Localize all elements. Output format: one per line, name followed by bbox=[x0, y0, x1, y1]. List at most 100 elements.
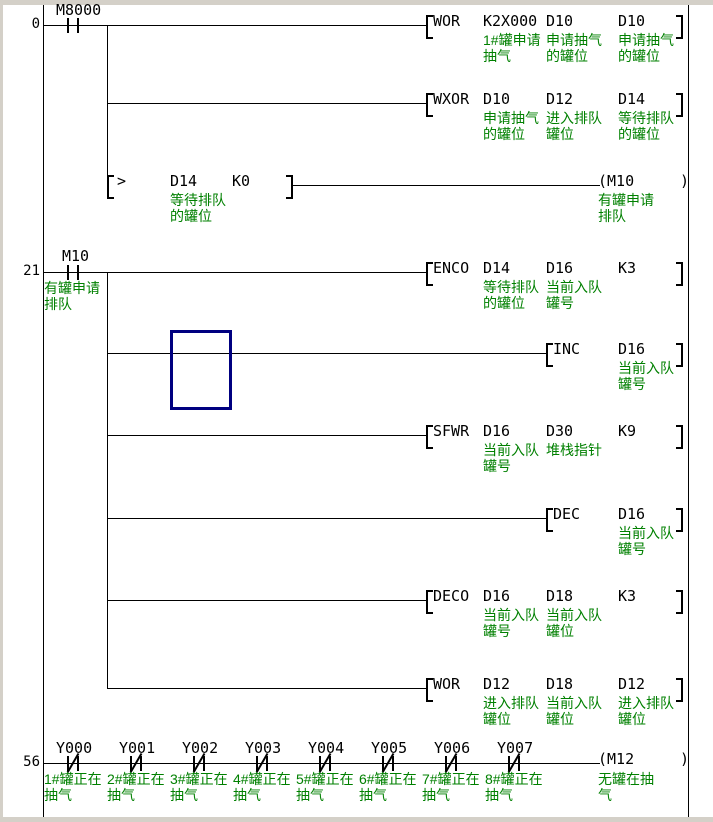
coil-m10-label[interactable]: (M10 bbox=[598, 172, 635, 190]
chrome-top-edge bbox=[0, 0, 713, 5]
instr-enco-param1[interactable]: D14 bbox=[483, 259, 511, 277]
compare-close-bracket bbox=[286, 175, 293, 199]
edit-cursor-box[interactable] bbox=[170, 330, 232, 410]
contact-bar bbox=[193, 756, 195, 771]
instr-deco-op[interactable]: DECO bbox=[433, 587, 470, 605]
instr-wxor-param3[interactable]: D14 bbox=[618, 90, 646, 108]
compare-param1[interactable]: D14 bbox=[170, 172, 198, 190]
instr-wor2-param2[interactable]: D18 bbox=[546, 675, 574, 693]
instr-wor1-param2[interactable]: D10 bbox=[546, 12, 574, 30]
contact-bar bbox=[455, 756, 457, 771]
instr-wor1-op[interactable]: WOR bbox=[433, 12, 461, 30]
instr-deco-param2[interactable]: D18 bbox=[546, 587, 574, 605]
contact-y002-label[interactable]: Y002 bbox=[182, 739, 219, 757]
contact-bar bbox=[67, 18, 69, 33]
instr-wxor-op[interactable]: WXOR bbox=[433, 90, 470, 108]
branch-wire bbox=[107, 25, 108, 176]
device-comment: 当前入队 罐号 bbox=[546, 279, 602, 311]
device-comment: 申请抽气 的罐位 bbox=[546, 32, 602, 64]
device-comment: 当前入队 罐号 bbox=[483, 607, 539, 639]
left-power-rail bbox=[43, 5, 44, 817]
device-comment: 1#罐正在 抽气 bbox=[44, 771, 102, 803]
instr-close-bracket bbox=[676, 343, 683, 367]
instr-sfwr-param3[interactable]: K9 bbox=[618, 422, 637, 440]
instr-close-bracket bbox=[676, 425, 683, 449]
instr-dec-op[interactable]: DEC bbox=[553, 505, 581, 523]
contact-bar bbox=[518, 756, 520, 771]
instr-close-bracket bbox=[676, 508, 683, 532]
contact-m8000-label[interactable]: M8000 bbox=[56, 1, 102, 19]
instr-inc-param1[interactable]: D16 bbox=[618, 340, 646, 358]
contact-bar bbox=[67, 265, 69, 280]
wire bbox=[107, 353, 546, 354]
instr-close-bracket bbox=[676, 15, 683, 39]
device-comment: 等待排队 的罐位 bbox=[170, 192, 226, 224]
device-comment: 等待排队 的罐位 bbox=[618, 110, 674, 142]
device-comment: 申请抽气 的罐位 bbox=[483, 110, 539, 142]
instr-deco-param1[interactable]: D16 bbox=[483, 587, 511, 605]
step-number-56: 56 bbox=[23, 754, 40, 770]
contact-y004-label[interactable]: Y004 bbox=[308, 739, 345, 757]
instr-sfwr-param2[interactable]: D30 bbox=[546, 422, 574, 440]
contact-y001-label[interactable]: Y001 bbox=[119, 739, 156, 757]
device-comment: 堆栈指针 bbox=[546, 442, 602, 458]
device-comment: 进入排队 罐位 bbox=[618, 695, 674, 727]
instr-close-bracket bbox=[676, 678, 683, 702]
instr-wxor-param2[interactable]: D12 bbox=[546, 90, 574, 108]
contact-y003-label[interactable]: Y003 bbox=[245, 739, 282, 757]
device-comment: 4#罐正在 抽气 bbox=[233, 771, 291, 803]
wire bbox=[107, 600, 426, 601]
contact-bar bbox=[130, 756, 132, 771]
compare-param2[interactable]: K0 bbox=[232, 172, 251, 190]
contact-bar bbox=[445, 756, 447, 771]
wire bbox=[107, 518, 546, 519]
contact-bar bbox=[77, 265, 79, 280]
device-comment: 当前入队 罐号 bbox=[618, 525, 674, 557]
device-comment: 2#罐正在 抽气 bbox=[107, 771, 165, 803]
chrome-bottom-edge bbox=[0, 817, 713, 822]
contact-y000-label[interactable]: Y000 bbox=[56, 739, 93, 757]
device-comment: 当前入队 罐位 bbox=[546, 607, 602, 639]
instr-wor2-param3[interactable]: D12 bbox=[618, 675, 646, 693]
contact-y007-label[interactable]: Y007 bbox=[497, 739, 534, 757]
contact-y005-label[interactable]: Y005 bbox=[371, 739, 408, 757]
coil-m12-close: ) bbox=[680, 750, 690, 768]
contact-bar bbox=[392, 756, 394, 771]
instr-wor2-op[interactable]: WOR bbox=[433, 675, 461, 693]
instr-open-bracket bbox=[426, 15, 433, 39]
instr-deco-param3[interactable]: K3 bbox=[618, 587, 637, 605]
contact-y006-label[interactable]: Y006 bbox=[434, 739, 471, 757]
instr-close-bracket bbox=[676, 93, 683, 117]
instr-wxor-param1[interactable]: D10 bbox=[483, 90, 511, 108]
contact-bar bbox=[67, 756, 69, 771]
instr-sfwr-param1[interactable]: D16 bbox=[483, 422, 511, 440]
contact-bar bbox=[77, 756, 79, 771]
instr-open-bracket bbox=[426, 678, 433, 702]
instr-enco-op[interactable]: ENCO bbox=[433, 259, 470, 277]
device-comment: 有罐申请 排队 bbox=[598, 192, 654, 224]
chrome-left-edge bbox=[0, 0, 3, 822]
instr-wor1-param1[interactable]: K2X000 bbox=[483, 12, 538, 30]
instr-sfwr-op[interactable]: SFWR bbox=[433, 422, 470, 440]
compare-op[interactable]: > bbox=[117, 172, 127, 190]
device-comment: 进入排队 罐位 bbox=[483, 695, 539, 727]
contact-m10-label[interactable]: M10 bbox=[62, 247, 90, 265]
device-comment: 5#罐正在 抽气 bbox=[296, 771, 354, 803]
instr-open-bracket bbox=[426, 590, 433, 614]
instr-wor1-param3[interactable]: D10 bbox=[618, 12, 646, 30]
contact-bar bbox=[77, 18, 79, 33]
instr-enco-param3[interactable]: K3 bbox=[618, 259, 637, 277]
instr-inc-op[interactable]: INC bbox=[553, 340, 581, 358]
instr-wor2-param1[interactable]: D12 bbox=[483, 675, 511, 693]
compare-open-bracket bbox=[107, 175, 114, 199]
contact-bar bbox=[508, 756, 510, 771]
device-comment: 1#罐申请 抽气 bbox=[483, 32, 541, 64]
device-comment: 无罐在抽 气 bbox=[598, 771, 654, 803]
wire bbox=[107, 688, 426, 689]
coil-m12-label[interactable]: (M12 bbox=[598, 750, 635, 768]
instr-dec-param1[interactable]: D16 bbox=[618, 505, 646, 523]
device-comment: 等待排队 的罐位 bbox=[483, 279, 539, 311]
wire bbox=[293, 185, 600, 186]
instr-enco-param2[interactable]: D16 bbox=[546, 259, 574, 277]
